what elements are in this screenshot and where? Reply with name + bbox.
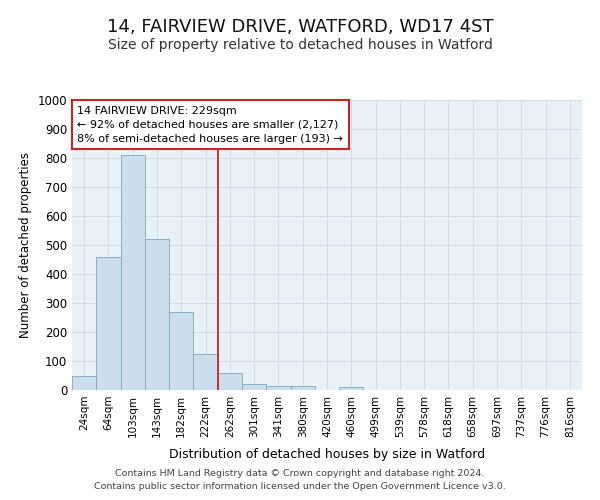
- Bar: [339, 388, 364, 390]
- X-axis label: Distribution of detached houses by size in Watford: Distribution of detached houses by size …: [169, 448, 485, 461]
- Bar: [266, 386, 290, 390]
- Bar: [169, 312, 193, 390]
- Bar: [242, 384, 266, 390]
- Text: Contains HM Land Registry data © Crown copyright and database right 2024.: Contains HM Land Registry data © Crown c…: [115, 468, 485, 477]
- Bar: [145, 239, 169, 390]
- Bar: [72, 376, 96, 390]
- Bar: [96, 256, 121, 390]
- Text: 14, FAIRVIEW DRIVE, WATFORD, WD17 4ST: 14, FAIRVIEW DRIVE, WATFORD, WD17 4ST: [107, 18, 493, 36]
- Bar: [193, 354, 218, 390]
- Text: 14 FAIRVIEW DRIVE: 229sqm
← 92% of detached houses are smaller (2,127)
8% of sem: 14 FAIRVIEW DRIVE: 229sqm ← 92% of detac…: [77, 106, 343, 144]
- Bar: [218, 374, 242, 390]
- Text: Contains public sector information licensed under the Open Government Licence v3: Contains public sector information licen…: [94, 482, 506, 491]
- Bar: [121, 155, 145, 390]
- Y-axis label: Number of detached properties: Number of detached properties: [19, 152, 32, 338]
- Bar: [290, 386, 315, 390]
- Text: Size of property relative to detached houses in Watford: Size of property relative to detached ho…: [107, 38, 493, 52]
